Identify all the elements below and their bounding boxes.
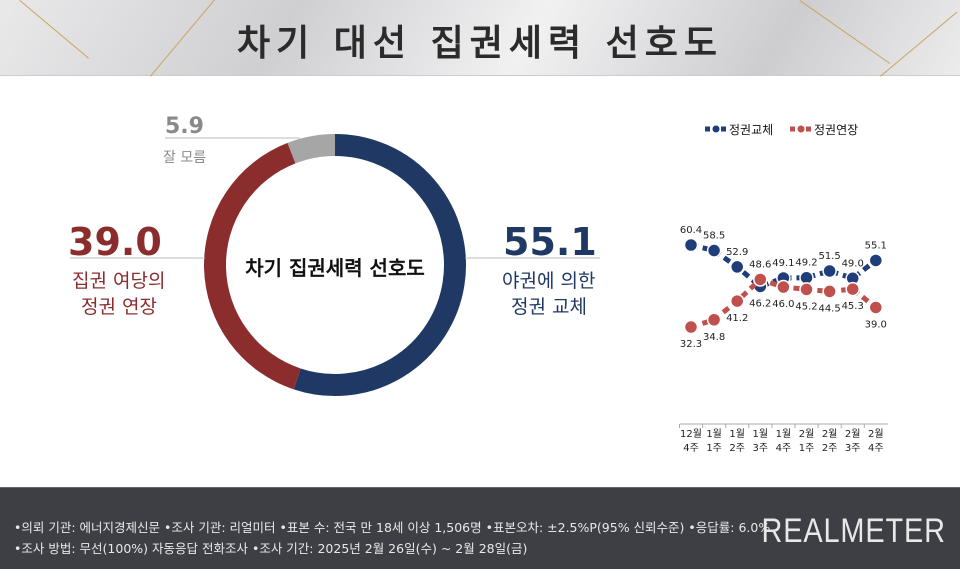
slice-regime-extension <box>204 142 301 390</box>
x-tick-label: 12월 <box>680 428 702 440</box>
footer-survey-method: •조사 방법: 무선(100%) 자동응답 전화조사 •조사 기간: 2025년… <box>14 541 528 556</box>
x-tick-label: 2주 <box>822 443 838 454</box>
data-point <box>868 300 884 315</box>
header-banner: 차기 대선 집권세력 선호도 <box>0 0 960 77</box>
data-label: 46.0 <box>772 299 794 310</box>
change-value: 55.1 <box>503 220 597 264</box>
donut-chart <box>70 134 600 396</box>
line-chart: 12월 4주 1월 1주 1월 2주 1월 3주 1월 4주 2월 1주 2월 2주 2월 3주 2월 4주 60.… <box>679 123 888 454</box>
x-tick-label: 1주 <box>799 443 815 454</box>
data-point <box>822 263 837 279</box>
x-tick-label: 2월 <box>845 428 861 440</box>
legend-marker <box>796 124 806 134</box>
data-point <box>753 272 768 287</box>
legend-marker <box>711 124 721 134</box>
slice-unknown <box>287 134 336 164</box>
data-label: 55.1 <box>865 240 887 251</box>
data-label: 49.2 <box>795 258 817 269</box>
data-point <box>683 319 699 335</box>
x-tick-label: 1월 <box>753 428 769 440</box>
footer-survey-info: •의뢰 기관: 에너지경제신문 •조사 기관: 리얼미터 •표본 수: 전국 만… <box>14 520 771 535</box>
x-tick-label: 4주 <box>683 443 699 454</box>
change-label-2: 정권 교체 <box>511 296 587 318</box>
data-label: 49.0 <box>842 258 864 269</box>
realmeter-logo: REALMETER <box>761 512 946 550</box>
data-label: 49.1 <box>772 258 794 269</box>
data-label: 48.6 <box>749 259 771 270</box>
data-label: 45.3 <box>842 301 864 312</box>
data-label: 41.2 <box>726 313 748 324</box>
data-label: 51.5 <box>818 251 840 262</box>
data-point <box>683 237 699 253</box>
page-title: 차기 대선 집권세력 선호도 <box>237 23 723 64</box>
x-tick-label: 2주 <box>729 443 745 454</box>
data-label: 58.5 <box>703 231 725 242</box>
legend-label: 정권교체 <box>729 123 773 137</box>
extend-value: 39.0 <box>68 220 162 264</box>
unknown-label: 잘 모름 <box>163 150 207 166</box>
data-label: 39.0 <box>865 319 887 330</box>
data-label: 60.4 <box>680 225 702 236</box>
data-point <box>706 243 722 258</box>
x-tick-label: 1월 <box>729 428 745 440</box>
data-label: 46.2 <box>749 298 771 309</box>
data-label: 32.3 <box>680 339 702 350</box>
x-tick-label: 1월 <box>776 428 792 440</box>
data-point <box>799 282 814 297</box>
data-label: 52.9 <box>726 247 748 258</box>
x-tick-label: 3주 <box>753 443 769 454</box>
data-point <box>729 293 745 309</box>
data-point <box>845 281 860 297</box>
data-point <box>729 259 745 275</box>
change-label-1: 야권에 의한 <box>502 270 596 292</box>
x-tick-label: 3주 <box>845 443 861 454</box>
series-line-0 <box>690 242 878 290</box>
extend-label-2: 정권 연장 <box>81 296 157 318</box>
data-point <box>706 312 722 328</box>
data-label: 34.8 <box>703 332 725 343</box>
x-tick-label: 1월 <box>706 428 722 440</box>
x-tick-label: 4주 <box>776 443 792 454</box>
slice-regime-change <box>293 134 466 396</box>
data-label: 45.2 <box>795 301 817 312</box>
data-point <box>776 279 791 295</box>
x-tick-label: 2월 <box>799 428 815 440</box>
legend-label: 정권연장 <box>814 123 858 137</box>
x-tick-label: 4주 <box>868 443 884 454</box>
extend-label-1: 집권 여당의 <box>72 270 166 292</box>
data-point <box>868 253 884 268</box>
unknown-value: 5.9 <box>165 114 204 139</box>
donut-center-label: 차기 집권세력 선호도 <box>245 256 425 280</box>
footer: •의뢰 기관: 에너지경제신문 •조사 기관: 리얼미터 •표본 수: 전국 만… <box>0 487 960 569</box>
x-tick-label: 2월 <box>822 428 838 440</box>
data-point <box>822 284 837 299</box>
x-tick-label: 1주 <box>706 443 722 454</box>
data-label: 44.5 <box>818 303 840 314</box>
x-tick-label: 2월 <box>868 428 884 440</box>
